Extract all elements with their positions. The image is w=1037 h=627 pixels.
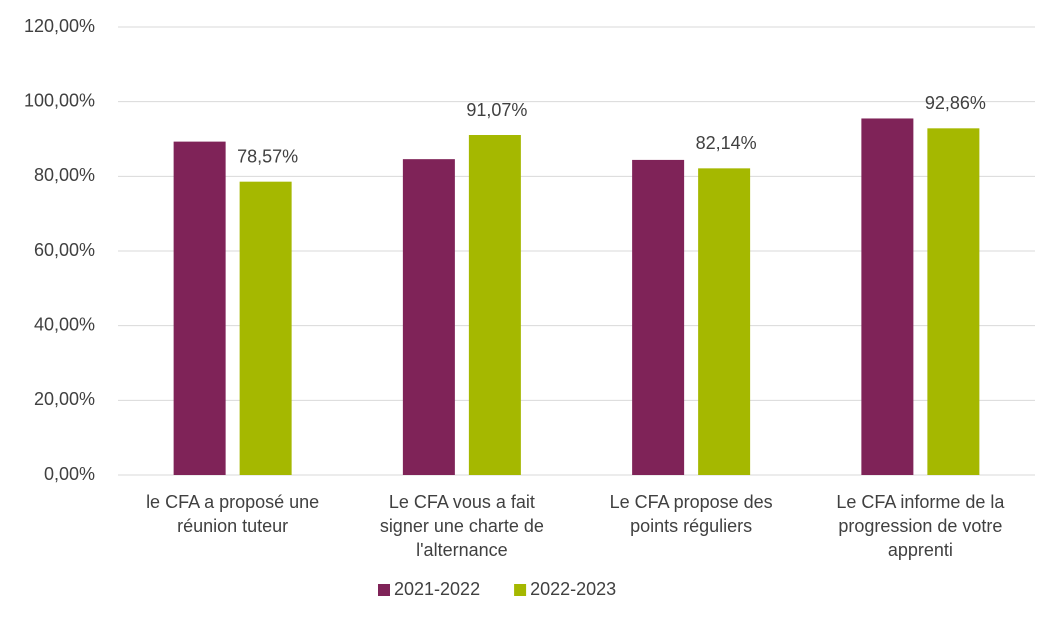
- y-tick-label: 40,00%: [34, 314, 95, 334]
- legend-label: 2022-2023: [530, 579, 616, 599]
- x-tick-label: Le CFA propose des points réguliers: [609, 492, 773, 536]
- data-label: 92,86%: [925, 93, 986, 113]
- data-label: 78,57%: [237, 146, 298, 166]
- y-tick-label: 60,00%: [34, 240, 95, 260]
- y-tick-label: 120,00%: [24, 16, 95, 36]
- data-label: 82,14%: [696, 133, 757, 153]
- data-label: 91,07%: [466, 100, 527, 120]
- bar: [698, 168, 751, 475]
- bar: [402, 159, 455, 475]
- bar: [468, 135, 521, 475]
- x-tick-label: Le CFA vous a fait signer une charte de …: [379, 492, 544, 560]
- legend-swatch: [378, 584, 390, 596]
- y-tick-label: 80,00%: [34, 165, 95, 185]
- bar: [632, 159, 685, 475]
- legend-label: 2021-2022: [394, 579, 480, 599]
- bar: [861, 118, 914, 475]
- y-tick-label: 0,00%: [44, 464, 95, 484]
- x-tick-label: Le CFA informe de la progression de votr…: [836, 492, 1005, 560]
- x-tick-label: le CFA a proposé une réunion tuteur: [146, 492, 320, 536]
- bar: [173, 141, 226, 475]
- bar: [239, 181, 292, 475]
- y-tick-label: 100,00%: [24, 90, 95, 110]
- legend-swatch: [514, 584, 527, 596]
- y-tick-label: 20,00%: [34, 389, 95, 409]
- bar: [927, 128, 980, 475]
